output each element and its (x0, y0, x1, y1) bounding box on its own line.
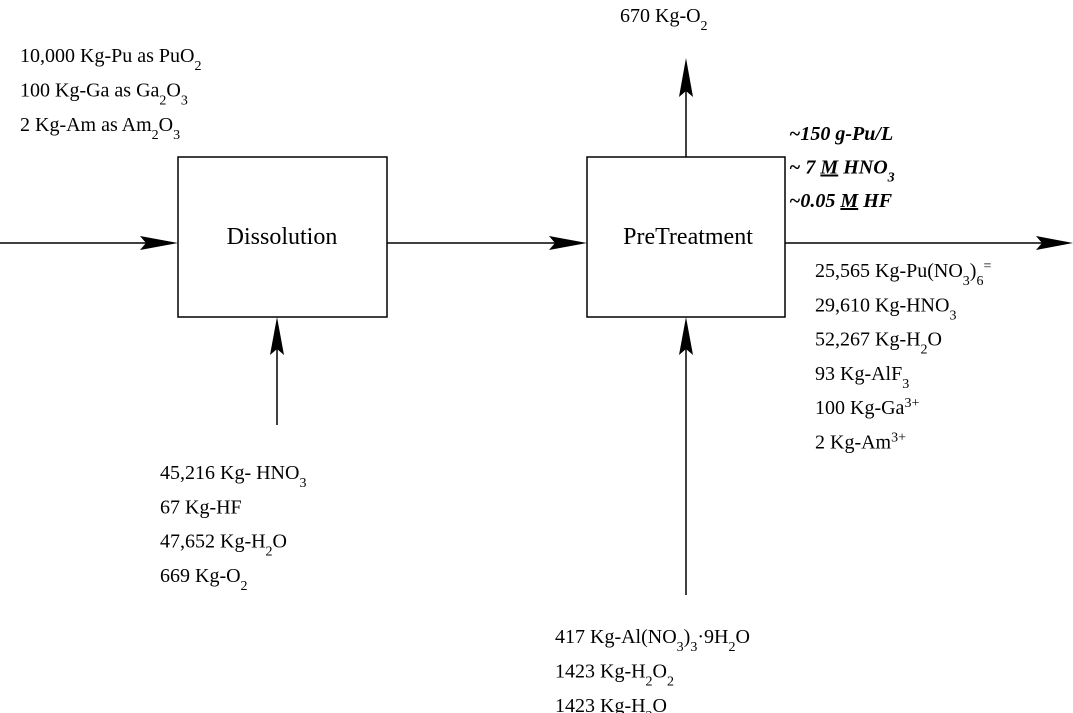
label-line: 100 Kg-Ga as Ga2O3 (20, 80, 188, 109)
script-text: 3 (181, 93, 188, 108)
text-run: M (819, 157, 839, 179)
label-line: 669 Kg-O2 (160, 565, 248, 594)
text-run: O (653, 661, 667, 683)
text-run: 670 Kg-O (620, 5, 701, 27)
script-text: 2 (241, 578, 248, 593)
label-line: 25,565 Kg-Pu(NO3)6= (815, 259, 991, 289)
label-line: 670 Kg-O2 (620, 5, 708, 34)
text-run: HNO (838, 157, 887, 179)
text-run: 2 Kg-Am as Am (20, 114, 152, 136)
node-label: Dissolution (227, 224, 338, 250)
label-line: 52,267 Kg-H2O (815, 329, 942, 358)
label-line: 2 Kg-Am3+ (815, 430, 906, 454)
text-run: 1423 Kg-H (555, 695, 646, 713)
script-text: 2 (159, 93, 166, 108)
label-line: 47,652 Kg-H2O (160, 531, 287, 560)
label-line: ~150 g-Pu/L (789, 123, 893, 145)
script-text: 3 (677, 640, 684, 655)
text-run: O (653, 695, 667, 713)
label-line: 100 Kg-Ga3+ (815, 396, 919, 420)
arrow-head (679, 58, 693, 97)
script-text: 2 (701, 19, 708, 34)
label-line: 67 Kg-HF (160, 496, 242, 518)
label-line: ~0.05 M HF (789, 190, 893, 212)
text-run: ~150 g-Pu/L (789, 123, 893, 145)
text-run: 45,216 Kg- HNO (160, 462, 299, 484)
text-run: ~ 7 (789, 157, 820, 179)
text-run: 52,267 Kg-H (815, 329, 921, 351)
text-run: 417 Kg-Al(NO (555, 626, 677, 648)
arrow-head (679, 317, 693, 355)
dissolution-box (177, 156, 388, 318)
label-line: 1423 Kg-H2O (555, 695, 667, 713)
script-text: 3 (963, 274, 970, 289)
script-text: 6 (976, 274, 983, 289)
arrow-head (549, 236, 587, 250)
text-run: ) (970, 260, 977, 282)
script-text: 2 (921, 342, 928, 357)
arrow-head (140, 236, 178, 250)
text-run: M (839, 190, 859, 212)
arrow-head (1036, 236, 1073, 250)
script-text: 2 (646, 674, 653, 689)
label-line: 1423 Kg-H2O2 (555, 661, 674, 690)
script-text: 2 (728, 640, 735, 655)
text-run: 10,000 Kg-Pu as PuO (20, 45, 194, 67)
text-run: 100 Kg-Ga as Ga (20, 80, 160, 102)
arrow-head (270, 317, 284, 355)
text-run: 669 Kg-O (160, 565, 241, 587)
text-run: 1423 Kg-H (555, 661, 646, 683)
text-run: 29,610 Kg-HNO (815, 294, 949, 316)
script-text: 2 (266, 544, 273, 559)
text-run: O (166, 80, 180, 102)
script-text: 3 (949, 308, 956, 323)
script-text: 3+ (891, 430, 906, 445)
text-run: 93 Kg-AlF (815, 363, 902, 385)
script-text: 2 (646, 709, 653, 713)
script-text: 3 (887, 170, 895, 185)
script-text: 3 (690, 640, 697, 655)
label-line: 93 Kg-AlF3 (815, 363, 909, 392)
label-line: 2 Kg-Am as Am2O3 (20, 114, 180, 143)
pretreatment-box (586, 156, 786, 318)
text-run: O (928, 329, 942, 351)
text-run: O (159, 114, 173, 136)
text-run: O (273, 531, 287, 553)
script-text: 3+ (904, 396, 919, 411)
label-line: 417 Kg-Al(NO3)3·9H2O (555, 626, 750, 655)
label-line: 10,000 Kg-Pu as PuO2 (20, 45, 201, 74)
text-run: 25,565 Kg-Pu(NO (815, 260, 963, 282)
script-text: 3 (173, 128, 180, 143)
text-run: 47,652 Kg-H (160, 531, 266, 553)
text-run: O (735, 626, 749, 648)
text-run: HF (858, 190, 893, 212)
script-text: 3 (902, 376, 909, 391)
text-run: 100 Kg-Ga (815, 397, 905, 419)
script-text: 2 (667, 674, 674, 689)
text-run: 67 Kg-HF (160, 496, 242, 518)
label-line: 29,610 Kg-HNO3 (815, 294, 956, 323)
script-text: = (983, 259, 991, 274)
node-label: PreTreatment (623, 224, 753, 250)
text-run: 2 Kg-Am (815, 432, 892, 454)
label-line: 45,216 Kg- HNO3 (160, 462, 306, 491)
text-run: ~0.05 (789, 190, 840, 212)
script-text: 2 (152, 128, 159, 143)
text-run: ·9H (697, 626, 728, 648)
script-text: 2 (194, 59, 201, 74)
text-run: ) (684, 626, 691, 648)
label-line: ~ 7 M HNO3 (789, 157, 895, 186)
script-text: 3 (299, 476, 306, 491)
